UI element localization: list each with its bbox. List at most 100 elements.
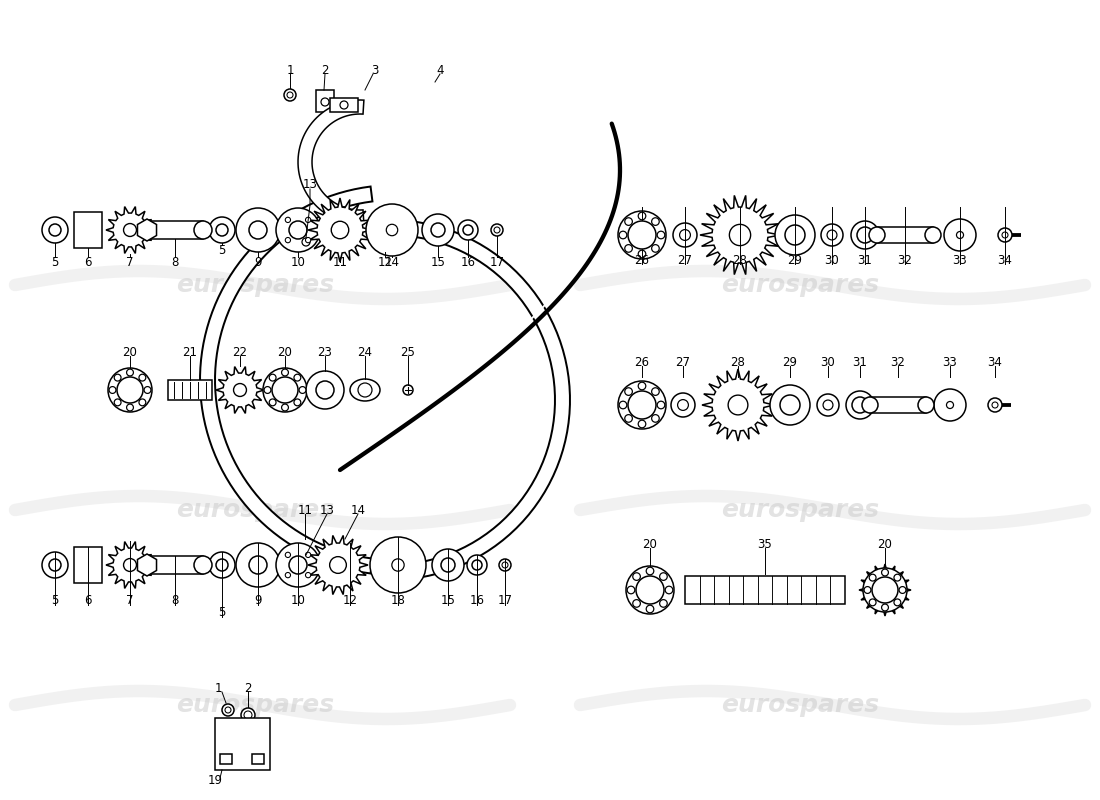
Circle shape <box>625 414 632 422</box>
Circle shape <box>472 560 482 570</box>
Text: 28: 28 <box>733 254 747 266</box>
Polygon shape <box>308 198 372 262</box>
Circle shape <box>194 556 212 574</box>
Circle shape <box>918 397 934 413</box>
Circle shape <box>226 707 231 713</box>
Ellipse shape <box>350 379 380 401</box>
Circle shape <box>651 218 659 226</box>
Text: 10: 10 <box>290 255 306 269</box>
Polygon shape <box>216 366 264 414</box>
Circle shape <box>619 402 627 409</box>
Circle shape <box>729 224 750 246</box>
Circle shape <box>138 556 156 574</box>
Text: 16: 16 <box>470 594 484 606</box>
Circle shape <box>638 382 646 390</box>
Circle shape <box>285 552 290 558</box>
Circle shape <box>236 208 280 252</box>
Circle shape <box>386 224 398 236</box>
Text: eurospares: eurospares <box>720 693 879 717</box>
Text: 34: 34 <box>998 254 1012 266</box>
Circle shape <box>422 214 454 246</box>
Circle shape <box>441 558 455 572</box>
Text: 1: 1 <box>214 682 222 694</box>
Circle shape <box>660 600 668 607</box>
Text: 9: 9 <box>254 255 262 269</box>
Circle shape <box>306 552 311 558</box>
Circle shape <box>657 402 664 409</box>
Circle shape <box>628 391 656 419</box>
Text: 12: 12 <box>377 255 393 269</box>
Circle shape <box>852 397 868 413</box>
Circle shape <box>821 224 843 246</box>
Text: 32: 32 <box>898 254 912 266</box>
Circle shape <box>998 228 1012 242</box>
Polygon shape <box>400 220 570 580</box>
Circle shape <box>340 101 348 109</box>
Circle shape <box>270 374 276 381</box>
Text: 7: 7 <box>126 594 134 606</box>
Circle shape <box>431 223 446 237</box>
Circle shape <box>992 402 998 408</box>
Bar <box>214 718 270 770</box>
Text: 8: 8 <box>172 255 178 269</box>
Circle shape <box>827 230 837 240</box>
Circle shape <box>216 224 228 236</box>
Circle shape <box>646 605 653 613</box>
Circle shape <box>358 383 372 397</box>
Text: eurospares: eurospares <box>176 498 334 522</box>
Circle shape <box>673 223 697 247</box>
Circle shape <box>316 381 334 399</box>
Circle shape <box>285 218 290 222</box>
Circle shape <box>1002 232 1008 238</box>
Circle shape <box>619 231 627 238</box>
Circle shape <box>728 395 748 415</box>
Circle shape <box>651 245 659 252</box>
Circle shape <box>370 537 426 593</box>
Circle shape <box>139 399 146 406</box>
Text: 4: 4 <box>437 63 443 77</box>
Circle shape <box>651 388 659 395</box>
Text: 5: 5 <box>218 606 226 618</box>
Bar <box>685 576 845 604</box>
Circle shape <box>864 568 907 612</box>
Circle shape <box>625 388 632 395</box>
Circle shape <box>276 208 320 252</box>
Circle shape <box>330 557 346 574</box>
Text: 24: 24 <box>358 346 373 358</box>
Circle shape <box>934 389 966 421</box>
Text: 35: 35 <box>758 538 772 550</box>
Circle shape <box>618 211 666 259</box>
Circle shape <box>306 573 311 578</box>
Circle shape <box>209 552 235 578</box>
Circle shape <box>957 231 964 238</box>
Circle shape <box>50 559 60 571</box>
Circle shape <box>236 543 280 587</box>
Text: 15: 15 <box>441 594 455 606</box>
Polygon shape <box>138 219 156 241</box>
Circle shape <box>282 369 288 376</box>
Circle shape <box>823 400 833 410</box>
Text: 13: 13 <box>320 503 334 517</box>
Circle shape <box>494 227 501 233</box>
Circle shape <box>894 574 901 581</box>
Circle shape <box>869 574 876 581</box>
Text: 31: 31 <box>858 254 872 266</box>
Circle shape <box>144 386 151 394</box>
Circle shape <box>241 708 255 722</box>
Text: 18: 18 <box>390 594 406 606</box>
Text: 17: 17 <box>497 594 513 606</box>
Text: 6: 6 <box>85 594 91 606</box>
Text: 30: 30 <box>821 355 835 369</box>
Circle shape <box>458 220 478 240</box>
Circle shape <box>657 231 664 238</box>
Bar <box>870 397 926 413</box>
Circle shape <box>862 397 878 413</box>
Polygon shape <box>106 542 154 588</box>
Circle shape <box>851 221 879 249</box>
Text: 7: 7 <box>126 255 134 269</box>
Text: 11: 11 <box>297 503 312 517</box>
Polygon shape <box>138 554 156 576</box>
Polygon shape <box>106 206 154 254</box>
Circle shape <box>638 212 646 220</box>
Text: 8: 8 <box>172 594 178 606</box>
